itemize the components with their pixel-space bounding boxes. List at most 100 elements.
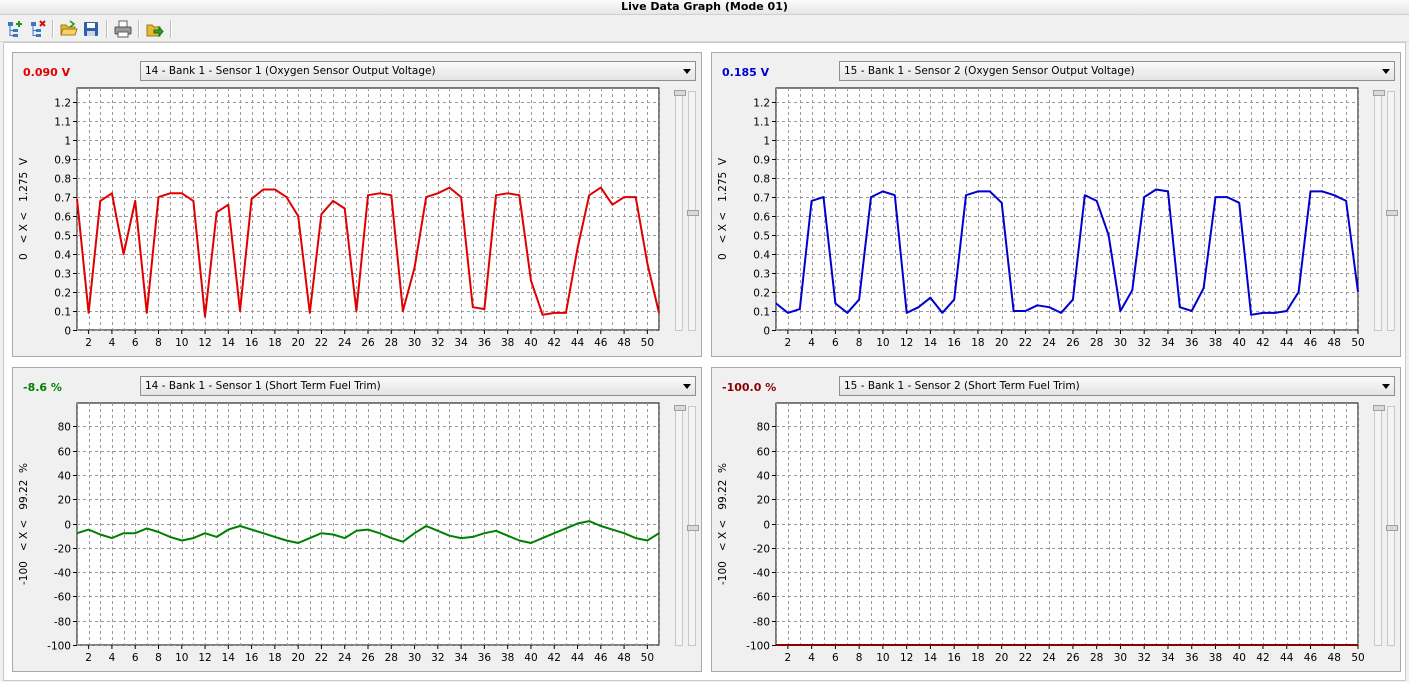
- x-tick-label: 14: [924, 652, 938, 664]
- printer-icon: [114, 20, 132, 38]
- y-tick-label: -100: [47, 641, 71, 653]
- save-disk-icon: [84, 22, 98, 36]
- scroll-thumb[interactable]: [1373, 405, 1385, 411]
- zoom-slider[interactable]: [1386, 406, 1398, 646]
- y-tick-label: 0.8: [753, 174, 770, 186]
- pid-selector[interactable]: 15 - Bank 1 - Sensor 2 (Short Term Fuel …: [839, 376, 1395, 396]
- x-tick-label: 28: [385, 652, 398, 664]
- scroll-track[interactable]: [674, 90, 686, 331]
- zoom-slider-thumb[interactable]: [1386, 525, 1398, 531]
- y-tick-label: 0.5: [753, 231, 770, 243]
- y-tick-label: 1.1: [54, 117, 71, 129]
- x-tick-label: 48: [617, 337, 630, 349]
- x-tick-label: 22: [1019, 652, 1032, 664]
- x-tick-label: 28: [1090, 337, 1103, 349]
- save-button[interactable]: [82, 20, 100, 38]
- graph-area: 0.090 V 14 - Bank 1 - Sensor 1 (Oxygen S…: [3, 42, 1406, 681]
- x-tick-label: 40: [1233, 652, 1246, 664]
- toolbar-separator: [138, 20, 140, 38]
- current-value-label: -100.0 %: [722, 381, 777, 394]
- scroll-thumb[interactable]: [674, 90, 686, 96]
- x-tick-label: 38: [501, 337, 514, 349]
- x-tick-label: 36: [478, 652, 492, 664]
- x-tick-label: 34: [454, 652, 468, 664]
- zoom-slider-thumb[interactable]: [687, 525, 699, 531]
- zoom-slider-thumb[interactable]: [687, 210, 699, 216]
- x-tick-label: 26: [1066, 337, 1080, 349]
- y-tick-label: 60: [757, 447, 770, 459]
- y-range-label: 0 < X < 1.275 V: [18, 157, 30, 260]
- dropdown-arrow-icon: [1382, 384, 1390, 389]
- x-tick-label: 38: [501, 652, 514, 664]
- x-tick-label: 16: [947, 337, 961, 349]
- scroll-thumb[interactable]: [1373, 90, 1385, 96]
- toolbar: [0, 15, 1409, 42]
- zoom-slider[interactable]: [1386, 91, 1398, 331]
- x-tick-label: 16: [947, 652, 961, 664]
- x-tick-label: 46: [594, 652, 608, 664]
- x-tick-label: 6: [132, 652, 139, 664]
- dropdown-arrow-icon: [683, 69, 691, 74]
- y-tick-label: 80: [58, 422, 71, 434]
- x-tick-label: 4: [109, 652, 116, 664]
- y-tick-label: 1: [763, 136, 770, 148]
- x-tick-label: 14: [924, 337, 938, 349]
- x-tick-label: 10: [175, 337, 188, 349]
- x-tick-label: 44: [571, 337, 585, 349]
- current-value-label: 0.090 V: [23, 66, 71, 79]
- zoom-slider[interactable]: [687, 406, 699, 646]
- y-tick-label: 0.4: [753, 250, 770, 262]
- x-tick-label: 24: [338, 652, 352, 664]
- x-tick-label: 42: [548, 337, 561, 349]
- x-tick-label: 38: [1209, 652, 1222, 664]
- y-tick-label: 40: [58, 471, 71, 483]
- pid-selector[interactable]: 14 - Bank 1 - Sensor 1 (Short Term Fuel …: [140, 376, 696, 396]
- export-button[interactable]: [146, 20, 164, 38]
- x-tick-label: 24: [1042, 652, 1056, 664]
- x-tick-label: 18: [268, 337, 281, 349]
- zoom-slider-thumb[interactable]: [1386, 210, 1398, 216]
- x-tick-label: 20: [995, 652, 1008, 664]
- graph-panel-bank1-sensor1-fuel-trim: -8.6 % 14 - Bank 1 - Sensor 1 (Short Ter…: [12, 367, 702, 672]
- x-tick-label: 48: [1328, 337, 1341, 349]
- scroll-track[interactable]: [674, 405, 686, 646]
- x-tick-label: 38: [1209, 337, 1222, 349]
- graph-panel-bank1-sensor1-voltage: 0.090 V 14 - Bank 1 - Sensor 1 (Oxygen S…: [12, 52, 702, 357]
- y-tick-label: 60: [58, 447, 71, 459]
- x-tick-label: 34: [1161, 337, 1175, 349]
- x-tick-label: 8: [856, 652, 863, 664]
- series-line: [775, 188, 1359, 316]
- x-tick-label: 16: [245, 652, 259, 664]
- x-tick-label: 50: [641, 652, 654, 664]
- add-graph-button[interactable]: [6, 20, 24, 38]
- x-tick-label: 44: [1280, 337, 1294, 349]
- scroll-track[interactable]: [1373, 90, 1385, 331]
- pid-selector[interactable]: 15 - Bank 1 - Sensor 2 (Oxygen Sensor Ou…: [839, 61, 1395, 81]
- y-tick-label: -60: [54, 592, 71, 604]
- x-tick-label: 24: [1042, 337, 1056, 349]
- scroll-thumb[interactable]: [674, 405, 686, 411]
- add-tree-icon: [8, 21, 22, 37]
- y-tick-label: 0: [763, 520, 770, 532]
- x-tick-label: 2: [785, 652, 792, 664]
- scroll-track[interactable]: [1373, 405, 1385, 646]
- x-tick-label: 30: [1114, 652, 1127, 664]
- y-tick-label: -20: [753, 544, 770, 556]
- x-tick-label: 46: [1304, 337, 1318, 349]
- x-tick-label: 26: [361, 652, 375, 664]
- pid-selector[interactable]: 14 - Bank 1 - Sensor 1 (Oxygen Sensor Ou…: [140, 61, 696, 81]
- y-tick-label: 0.2: [753, 288, 770, 300]
- x-tick-label: 36: [478, 337, 492, 349]
- print-button[interactable]: [114, 20, 132, 38]
- x-tick-label: 4: [808, 337, 815, 349]
- zoom-slider[interactable]: [687, 91, 699, 331]
- x-tick-label: 22: [1019, 337, 1032, 349]
- x-tick-label: 8: [155, 652, 162, 664]
- x-tick-label: 2: [85, 337, 92, 349]
- x-tick-label: 46: [594, 337, 608, 349]
- open-button[interactable]: [60, 20, 78, 38]
- x-tick-label: 50: [1351, 337, 1364, 349]
- remove-graph-button[interactable]: [29, 20, 47, 38]
- y-tick-label: 0.9: [753, 155, 770, 167]
- pid-selector-text: 14 - Bank 1 - Sensor 1 (Short Term Fuel …: [145, 380, 381, 392]
